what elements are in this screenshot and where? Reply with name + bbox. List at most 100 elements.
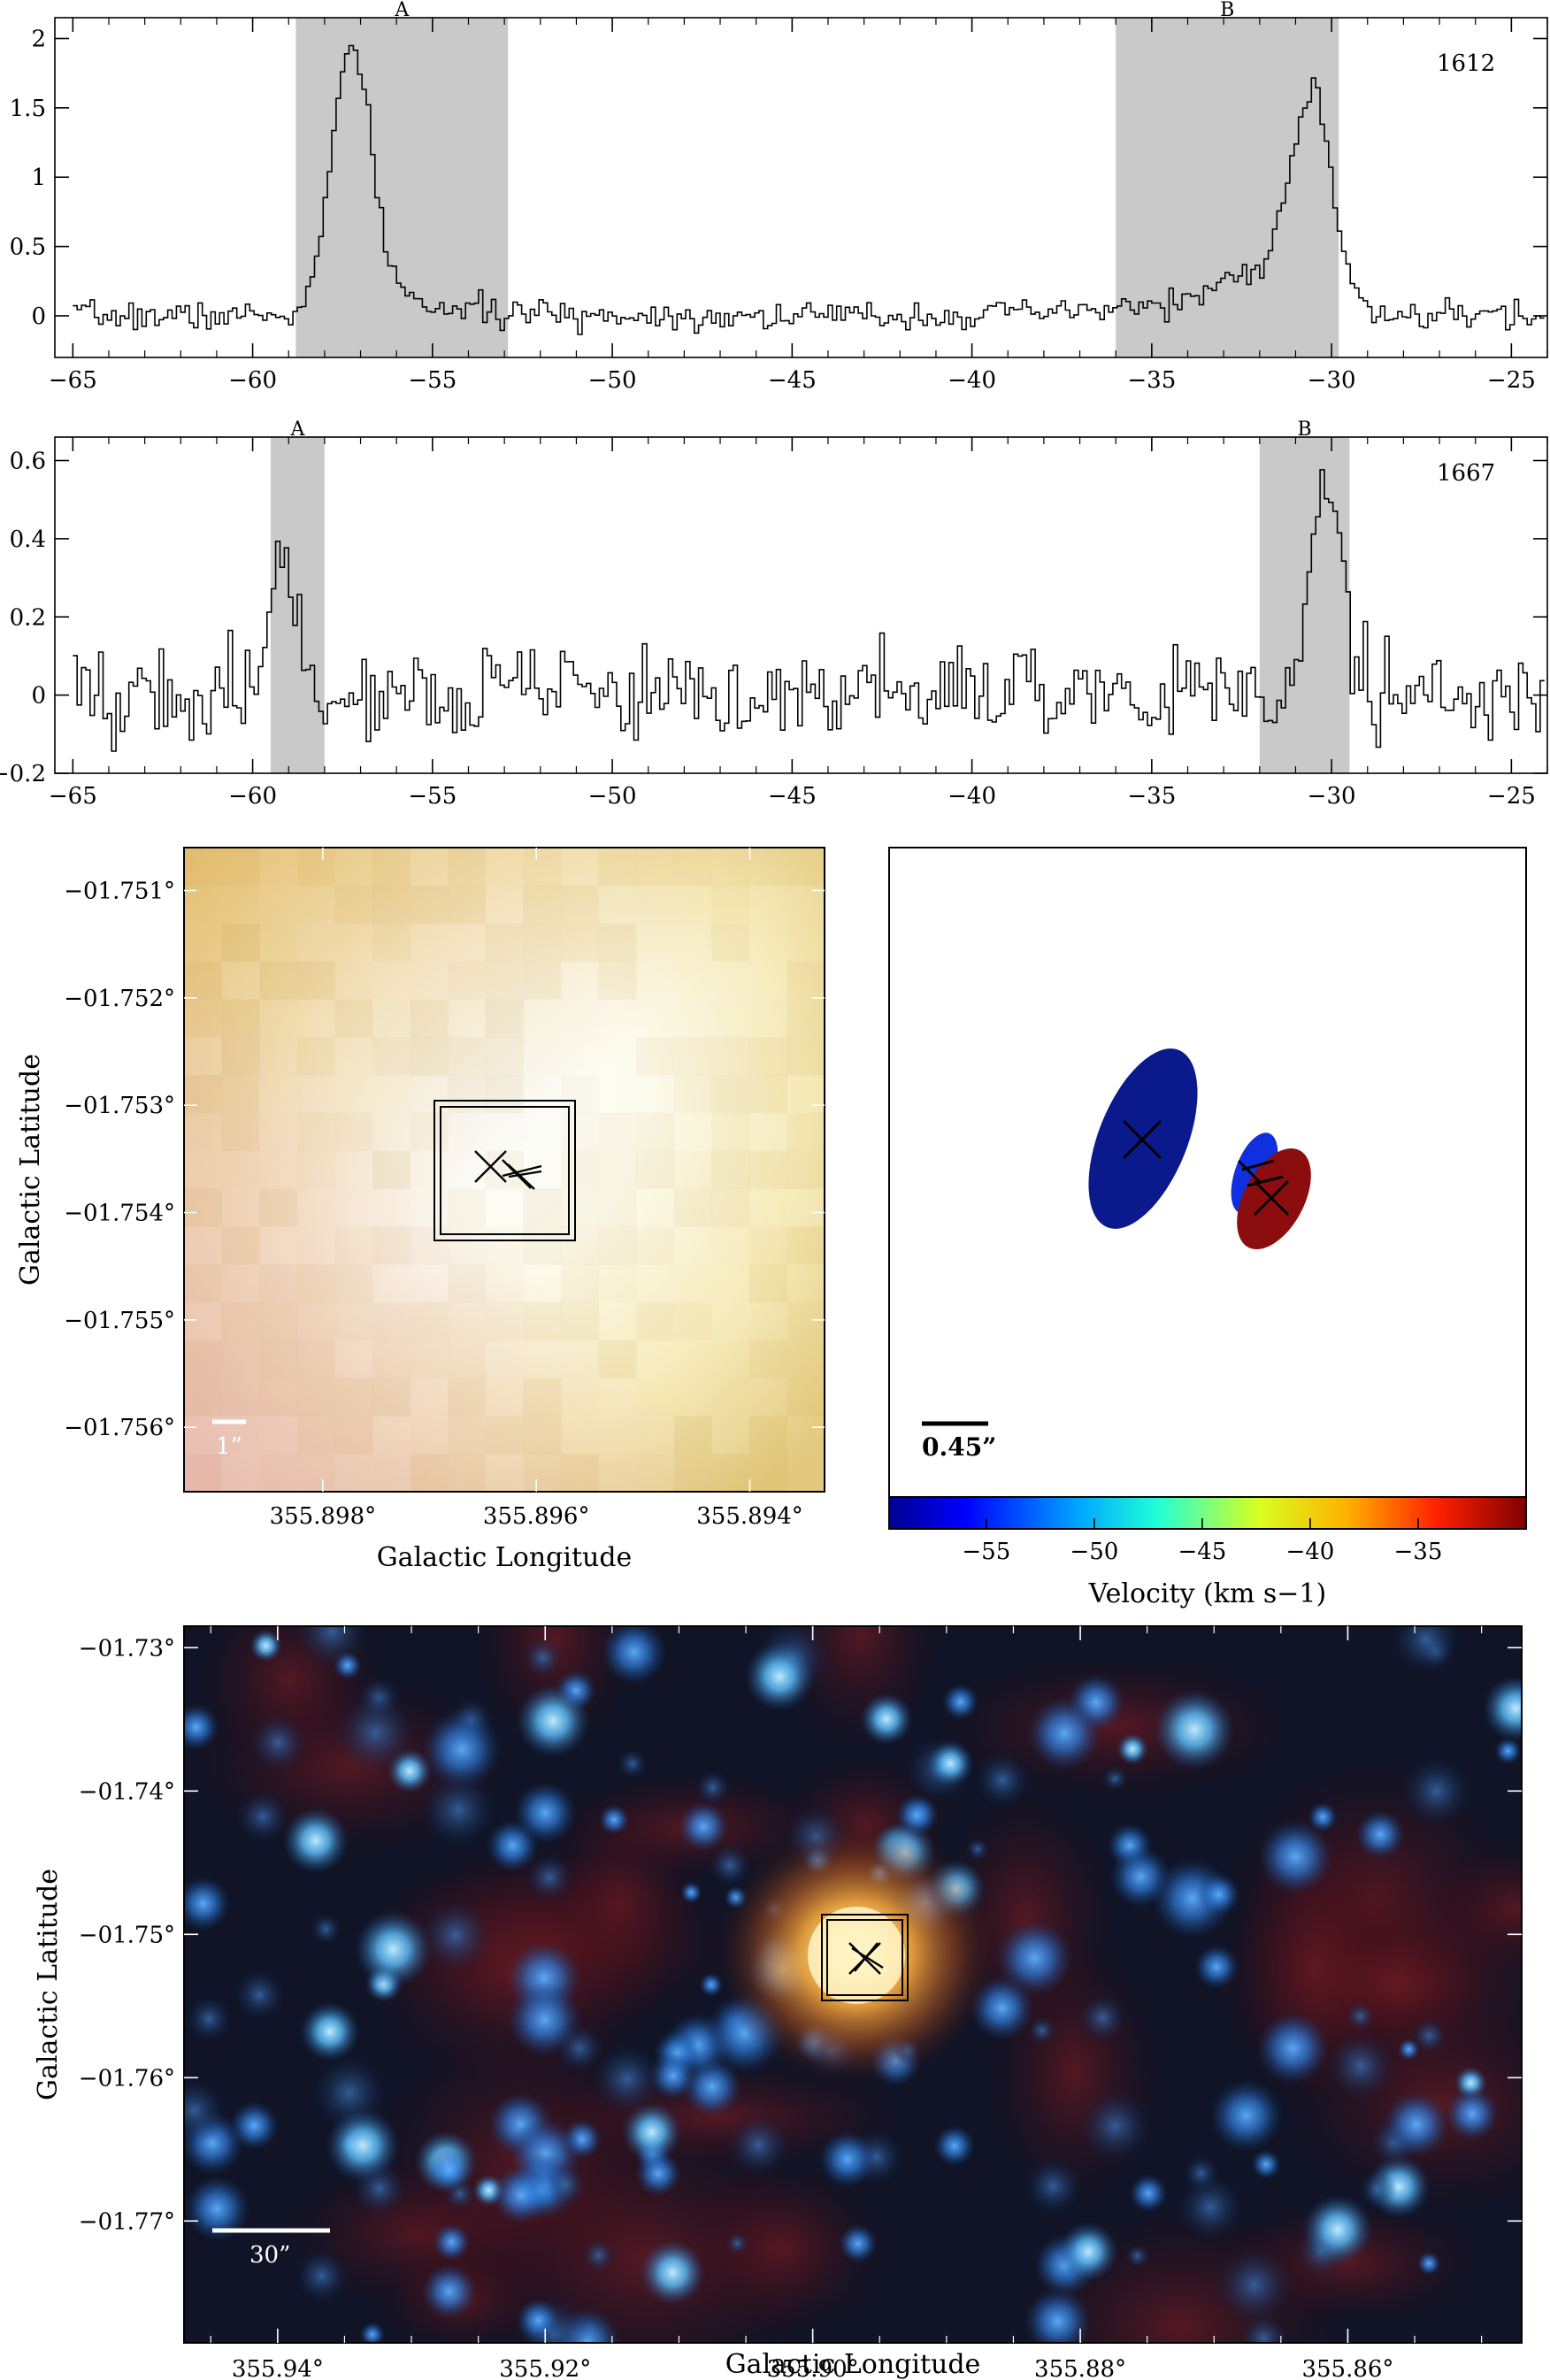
zoom-pixel bbox=[523, 1340, 562, 1379]
zoom-pixel bbox=[296, 1301, 335, 1341]
y-tick-label: −01.75° bbox=[79, 1922, 175, 1948]
zoom-pixel bbox=[334, 1112, 373, 1152]
zoom-pixel bbox=[636, 1454, 675, 1492]
wide-image-stars bbox=[184, 1626, 1522, 2343]
zoom-pixel bbox=[523, 1188, 562, 1227]
zoom-pixel bbox=[221, 961, 260, 1000]
red-haze bbox=[678, 2161, 886, 2336]
zoom-pixel bbox=[598, 999, 637, 1038]
star bbox=[333, 1651, 362, 1680]
star bbox=[707, 1843, 752, 1888]
zoom-pixel bbox=[749, 1226, 787, 1264]
zoom-pixel bbox=[636, 961, 675, 1000]
star bbox=[694, 1769, 732, 1806]
x-tick-label: 355.92° bbox=[499, 2356, 591, 2380]
zoom-pixel bbox=[296, 885, 335, 925]
zoom-pixel bbox=[448, 1264, 487, 1303]
zoom-image-pixel-grid bbox=[184, 848, 825, 1492]
zoom-pixel bbox=[334, 1340, 372, 1378]
zoom-pixel bbox=[222, 1151, 260, 1189]
star bbox=[1239, 2313, 1289, 2343]
velocity-colorbar-label: Velocity (km s−1) bbox=[1088, 1578, 1326, 1609]
star bbox=[432, 2223, 471, 2261]
zoom-pixel bbox=[711, 886, 749, 924]
colorbar-ticks: −55 −50 −45 −40 −35 bbox=[962, 1518, 1442, 1565]
zoom-pixel bbox=[485, 885, 524, 925]
zoom-pixel bbox=[410, 848, 449, 887]
zoom-pixel bbox=[748, 1112, 787, 1152]
zoom-image-ticks: 355.898° 355.896° 355.894° −01.751° −01.752°… bbox=[64, 848, 825, 1530]
zoom-pixel bbox=[334, 1037, 373, 1076]
zoom-pixel bbox=[259, 1151, 297, 1189]
zoom-pixel bbox=[184, 848, 223, 887]
star bbox=[516, 2298, 561, 2343]
zoom-pixel bbox=[259, 1226, 298, 1265]
star bbox=[249, 1713, 308, 1772]
zoom-pixel bbox=[787, 1188, 825, 1227]
zoom-pixel bbox=[372, 1301, 411, 1341]
zoom-pixel bbox=[410, 1454, 449, 1492]
spectrum-1612-panel-label: 1612 bbox=[1437, 50, 1495, 77]
spectrum-1667-ticks: −65 −60 −55 −50 −45 −40 −35 −30 −25 −0.2 0 0.2 0.4 0.… bbox=[0, 437, 1548, 810]
zoom-pixel bbox=[787, 1264, 825, 1302]
zoom-pixel bbox=[184, 1037, 223, 1076]
wide-scalebar-label: 30” bbox=[249, 2242, 290, 2269]
zoom-pixel bbox=[334, 1454, 373, 1492]
zoom-pixel bbox=[296, 1074, 335, 1114]
zoom-pixel bbox=[787, 999, 825, 1038]
zoom-pixel bbox=[410, 1188, 449, 1227]
zoom-pixel bbox=[448, 848, 487, 887]
zoom-pixel bbox=[560, 848, 599, 887]
zoom-pixel bbox=[372, 1454, 411, 1492]
zoom-pixel bbox=[372, 1074, 411, 1114]
zoom-pixel bbox=[598, 1454, 637, 1492]
x-tick-label: −40 bbox=[948, 783, 996, 810]
zoom-pixel bbox=[560, 961, 599, 1000]
star bbox=[184, 1703, 219, 1751]
star bbox=[1027, 1696, 1101, 1771]
zoom-pixel bbox=[372, 885, 411, 925]
zoom-pixel bbox=[334, 1150, 373, 1189]
zoom-pixel bbox=[673, 923, 712, 962]
zoom-pixel bbox=[259, 999, 298, 1038]
zoom-pixel bbox=[711, 961, 750, 1000]
x-tick-label: 355.94° bbox=[232, 2356, 324, 2380]
zoom-pixel bbox=[636, 923, 675, 962]
wide-image-ticks: 355.94° 355.92° 355.90° 355.88° 355.86° −01.7… bbox=[79, 1626, 1522, 2380]
shaded-region-B bbox=[1116, 18, 1339, 357]
zoom-ylabel: Galactic Latitude bbox=[15, 1054, 46, 1286]
zoom-pixel bbox=[411, 1340, 449, 1378]
x-tick-label: −50 bbox=[588, 783, 637, 810]
star bbox=[598, 1804, 630, 1836]
wide-central-core bbox=[808, 1907, 905, 2004]
zoom-pixel bbox=[673, 1226, 712, 1265]
x-tick-label: −55 bbox=[408, 367, 457, 394]
velocity-colorbar bbox=[888, 1496, 1527, 1530]
zoom-pixel bbox=[598, 1264, 636, 1302]
zoom-pixel bbox=[184, 999, 223, 1038]
zoom-pixel bbox=[486, 1264, 524, 1302]
star bbox=[726, 2113, 791, 2177]
x-tick-label: −25 bbox=[1487, 783, 1536, 810]
zoom-pixel bbox=[372, 1340, 411, 1379]
y-tick-label: −01.73° bbox=[79, 1635, 175, 1662]
zoom-pixel bbox=[485, 1150, 524, 1189]
zoom-pixel bbox=[372, 1416, 411, 1455]
zoom-pixel bbox=[523, 1416, 562, 1455]
wide-image-frame bbox=[183, 1625, 1523, 2344]
y-tick-label: −0.2 bbox=[0, 761, 46, 787]
bright-star bbox=[1058, 2222, 1118, 2282]
zoom-pixel bbox=[221, 1074, 260, 1114]
zoom-pixel bbox=[673, 1112, 712, 1152]
zoom-pixel bbox=[485, 1188, 524, 1227]
zoom-pixel bbox=[221, 923, 260, 962]
zoom-pixel bbox=[184, 1074, 223, 1114]
y-tick-label: 0.4 bbox=[10, 526, 46, 553]
zoom-pixel bbox=[410, 999, 449, 1038]
zoom-pixel bbox=[636, 1416, 675, 1455]
zoom-pixel bbox=[711, 1264, 750, 1303]
spectrum-1612-frame bbox=[54, 17, 1548, 358]
zoom-pixel bbox=[560, 1416, 599, 1455]
zoom-pixel bbox=[372, 1226, 411, 1265]
